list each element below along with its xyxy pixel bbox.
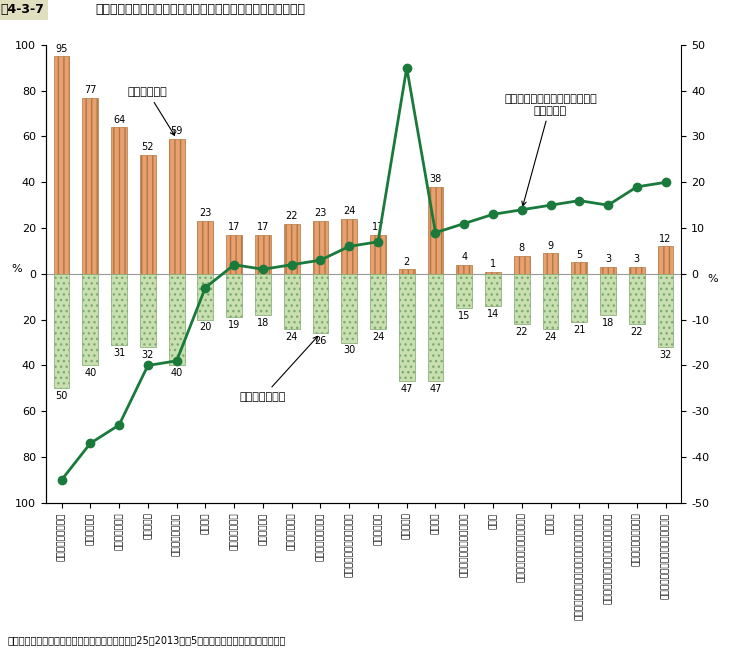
- Bar: [82, 274, 99, 365]
- Bar: [514, 255, 530, 274]
- Bar: [342, 219, 357, 274]
- Bar: [542, 253, 558, 274]
- Bar: [226, 274, 242, 318]
- Text: 47: 47: [401, 384, 413, 394]
- Text: 50: 50: [55, 391, 68, 401]
- Bar: [456, 274, 472, 308]
- Text: 1: 1: [490, 259, 496, 269]
- Bar: [428, 274, 443, 382]
- Bar: [370, 235, 386, 274]
- Text: 22: 22: [515, 327, 528, 337]
- Bar: [284, 274, 299, 329]
- Bar: [370, 274, 386, 329]
- Bar: [111, 128, 127, 274]
- Text: 24: 24: [372, 332, 384, 341]
- Bar: [140, 274, 155, 347]
- Bar: [572, 274, 587, 322]
- Bar: [629, 274, 645, 324]
- Bar: [658, 246, 674, 274]
- Text: 次回したいことー今回したこと
（右目盛）: 次回したいことー今回したこと （右目盛）: [504, 94, 597, 206]
- Y-axis label: %: %: [12, 264, 23, 274]
- Text: 18: 18: [602, 318, 614, 328]
- Bar: [600, 267, 616, 274]
- Text: 今回したこと: 今回したこと: [128, 87, 174, 135]
- Text: 資料：観光庁「訪日外国人消費動向調査」（平成25（2013）年5月公表）を基に農林水産省で作成: 資料：観光庁「訪日外国人消費動向調査」（平成25（2013）年5月公表）を基に農…: [7, 635, 285, 645]
- Text: 38: 38: [429, 174, 442, 184]
- Bar: [312, 274, 328, 333]
- Text: 5: 5: [576, 249, 583, 260]
- Bar: [572, 262, 587, 274]
- Bar: [54, 274, 69, 388]
- Text: 32: 32: [142, 350, 154, 360]
- Text: 21: 21: [573, 325, 585, 335]
- Bar: [226, 235, 242, 274]
- Bar: [399, 270, 415, 274]
- Bar: [255, 235, 271, 274]
- Bar: [169, 139, 185, 274]
- Text: 22: 22: [631, 327, 643, 337]
- Bar: [198, 221, 213, 274]
- Text: 59: 59: [170, 126, 182, 136]
- Text: 40: 40: [171, 368, 182, 378]
- Text: 22: 22: [285, 211, 298, 221]
- Bar: [399, 274, 415, 382]
- Text: 23: 23: [199, 209, 212, 218]
- Text: 95: 95: [55, 43, 68, 54]
- Text: 23: 23: [314, 209, 326, 218]
- Text: 64: 64: [113, 115, 126, 124]
- Text: 24: 24: [545, 332, 557, 341]
- Text: 2: 2: [404, 257, 410, 266]
- Bar: [54, 56, 69, 274]
- Bar: [140, 155, 155, 274]
- Bar: [485, 274, 501, 306]
- Bar: [514, 274, 530, 324]
- Text: 4: 4: [461, 252, 467, 262]
- Bar: [255, 274, 271, 315]
- Text: 26: 26: [314, 336, 326, 346]
- Text: 30: 30: [343, 345, 356, 355]
- Text: 17: 17: [228, 222, 240, 232]
- Text: 今回実施した活動と次回実施したい活動（全国籍、複数回答）: 今回実施した活動と次回実施したい活動（全国籍、複数回答）: [95, 3, 305, 16]
- Text: 20: 20: [199, 323, 212, 332]
- Text: 24: 24: [343, 206, 356, 216]
- Bar: [342, 274, 357, 343]
- Text: 18: 18: [257, 318, 269, 328]
- Text: 15: 15: [458, 311, 470, 321]
- Text: 3: 3: [634, 254, 640, 264]
- Text: 8: 8: [519, 243, 525, 253]
- Y-axis label: %: %: [708, 274, 718, 284]
- Text: 17: 17: [372, 222, 384, 232]
- Text: 32: 32: [659, 350, 672, 360]
- Bar: [111, 274, 127, 345]
- Bar: [485, 272, 501, 274]
- Bar: [312, 221, 328, 274]
- Text: 52: 52: [142, 142, 154, 152]
- Bar: [629, 267, 645, 274]
- Bar: [82, 98, 99, 274]
- Text: 12: 12: [659, 234, 672, 244]
- Bar: [542, 274, 558, 329]
- Text: 31: 31: [113, 347, 126, 358]
- Text: 17: 17: [257, 222, 269, 232]
- Text: 次回したいこと: 次回したいこと: [239, 336, 318, 402]
- Text: 9: 9: [548, 240, 553, 251]
- Bar: [456, 265, 472, 274]
- Bar: [428, 187, 443, 274]
- Text: 40: 40: [84, 368, 96, 378]
- Text: 3: 3: [605, 254, 611, 264]
- Text: 19: 19: [228, 320, 240, 330]
- Text: 47: 47: [429, 384, 442, 394]
- Text: 24: 24: [285, 332, 298, 341]
- Text: 図4-3-7: 図4-3-7: [0, 3, 44, 16]
- Bar: [600, 274, 616, 315]
- Bar: [284, 224, 299, 274]
- Bar: [658, 274, 674, 347]
- Text: 77: 77: [84, 85, 96, 95]
- Bar: [169, 274, 185, 365]
- Text: 14: 14: [487, 308, 499, 319]
- Bar: [198, 274, 213, 319]
